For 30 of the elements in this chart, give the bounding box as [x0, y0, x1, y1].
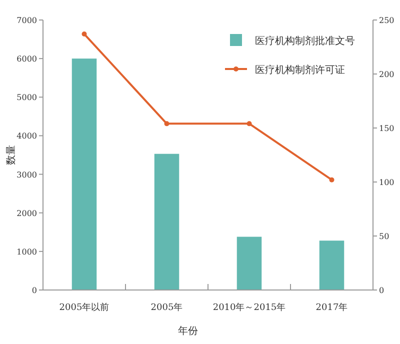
x-axis-title: 年份 — [178, 325, 198, 337]
point — [329, 177, 334, 182]
x-tick-label: 2010年～2015年 — [212, 302, 286, 313]
y-tick-label: 4000 — [16, 132, 37, 141]
legend-label: 医疗机构制剂批准文号 — [255, 35, 355, 47]
bar — [154, 154, 180, 290]
point — [82, 32, 87, 37]
y2-tick-label: 250 — [379, 16, 394, 25]
legend-label: 医疗机构制剂许可证 — [255, 64, 345, 76]
y-tick-label: 5000 — [16, 93, 37, 102]
bar — [319, 240, 344, 290]
y2-tick-label: 150 — [379, 124, 394, 133]
y-tick-label: 6000 — [16, 54, 37, 64]
y-tick-label: 2000 — [16, 208, 37, 218]
y-tick-label: 1000 — [16, 247, 37, 256]
point — [164, 121, 170, 126]
bar — [236, 236, 262, 290]
y2-tick-label: 50 — [379, 232, 390, 241]
y-tick-label: 0 — [32, 286, 37, 295]
x-tick-label: 2005年以前 — [59, 302, 110, 313]
x-tick-label: 2005年 — [150, 302, 183, 313]
bar — [72, 58, 97, 290]
y-tick-label: 3000 — [16, 170, 37, 180]
x-tick-label: 2017年 — [316, 302, 348, 313]
point — [246, 121, 252, 126]
y2-tick-label: 0 — [379, 286, 384, 295]
y2-tick-label: 200 — [379, 70, 394, 79]
y2-tick-label: 100 — [379, 178, 394, 187]
y-axis-title: 数量 — [6, 145, 17, 165]
y-tick-label: 7000 — [16, 16, 37, 25]
